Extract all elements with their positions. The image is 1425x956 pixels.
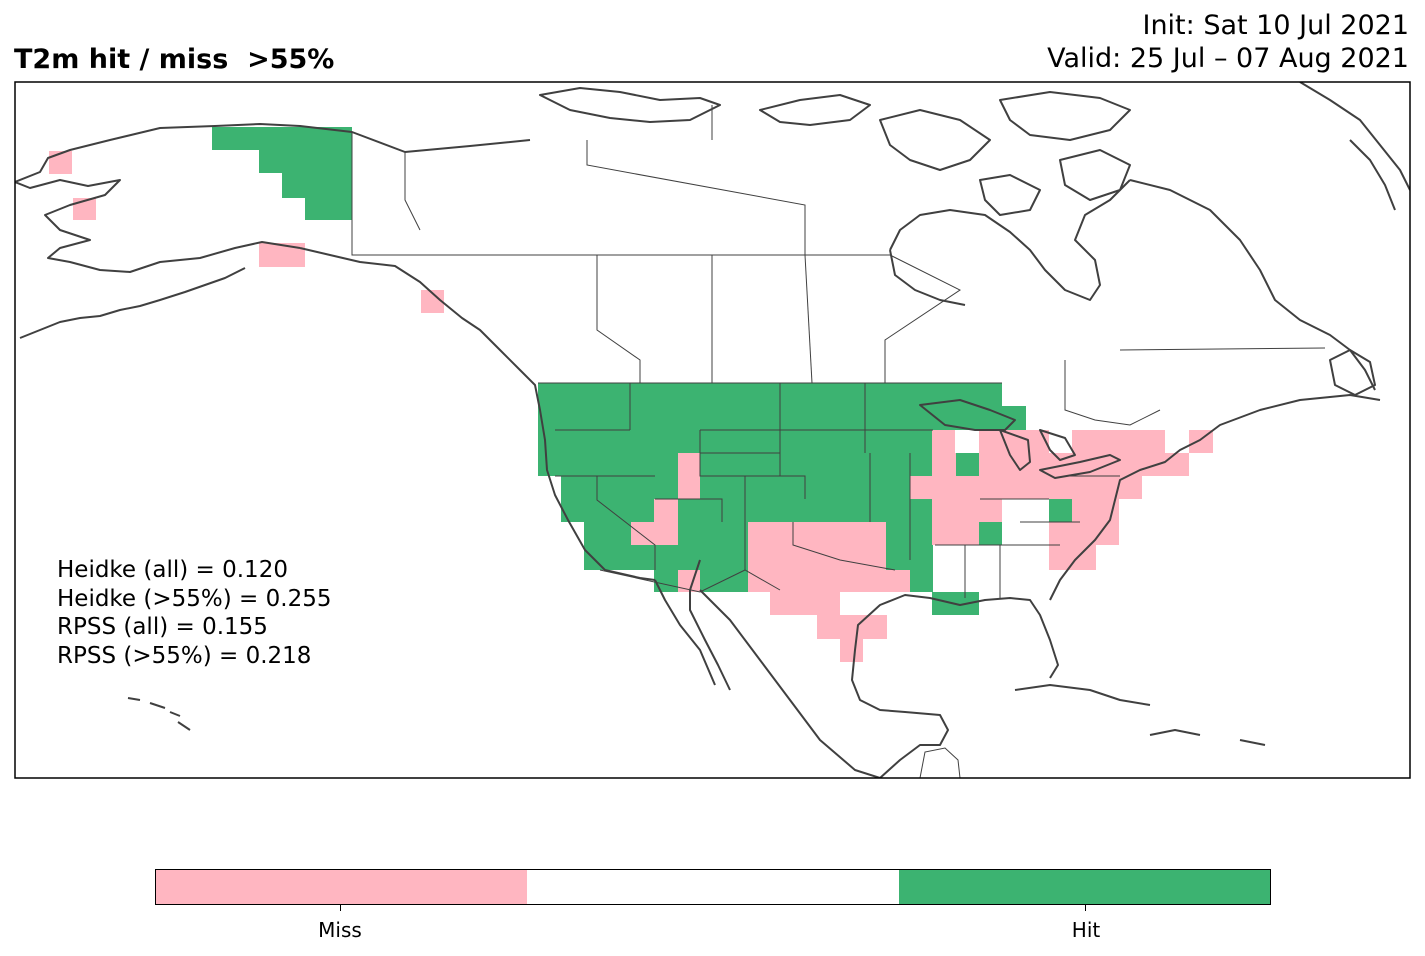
central-america-borders (919, 747, 961, 778)
map-frame (14, 81, 1411, 779)
hit-cell (584, 545, 654, 570)
miss-cell (1072, 430, 1165, 453)
hit-cell (305, 198, 352, 220)
miss-cell (259, 243, 305, 267)
hit-cell (678, 499, 933, 522)
miss-cell (421, 290, 444, 313)
miss-cell (817, 615, 887, 639)
init-date: Init: Sat 10 Jul 2021 (1142, 10, 1409, 41)
score-panel: Heidke (all) = 0.120 Heidke (>55%) = 0.2… (57, 556, 331, 670)
hit-cell (979, 522, 1002, 545)
miss-cell (748, 570, 910, 592)
heidke-threshold-score: Heidke (>55%) = 0.255 (57, 585, 332, 612)
miss-cell (910, 476, 957, 499)
miss-cell (956, 476, 1142, 499)
hit-cell (654, 545, 748, 570)
hit-cell (561, 476, 678, 499)
hit-cell (654, 570, 678, 592)
miss-cell (1049, 522, 1119, 545)
hit-cell (956, 453, 979, 476)
hit-cell (212, 127, 352, 150)
miss-cell (932, 522, 979, 545)
hit-cell (259, 150, 352, 173)
colorbar-hit-label: Hit (1071, 918, 1101, 942)
hit-cell (561, 499, 654, 522)
miss-cell (979, 453, 1189, 476)
hit-cell (700, 453, 933, 476)
miss-cell (631, 522, 678, 545)
colorbar-neutral-segment (527, 870, 899, 904)
miss-cell (932, 499, 1002, 522)
coastlines (15, 82, 1410, 778)
valid-period: Valid: 25 Jul – 07 Aug 2021 (1047, 43, 1409, 74)
miss-cell (678, 453, 700, 499)
miss-cell (49, 151, 72, 174)
miss-cell (748, 522, 886, 545)
hit-cell (1049, 499, 1072, 522)
political-borders (351, 105, 1326, 598)
hit-cell (538, 453, 678, 476)
hit-cell (584, 522, 631, 545)
miss-cell (678, 570, 700, 592)
heidke-all-score: Heidke (all) = 0.120 (57, 557, 288, 583)
hit-cell (538, 383, 1002, 406)
hit-cell (678, 522, 748, 545)
colorbar (155, 869, 1271, 905)
colorbar-hit-tick (1085, 905, 1086, 911)
hit-cell (538, 430, 933, 453)
miss-cell (979, 430, 1049, 453)
figure-title: T2m hit / miss >55% (14, 44, 335, 75)
miss-cell (932, 430, 955, 453)
verification-cells (49, 127, 1213, 662)
miss-cell (1049, 545, 1096, 570)
rpss-threshold-score: RPSS (>55%) = 0.218 (57, 642, 312, 669)
hit-cell (538, 406, 1026, 430)
colorbar-miss-label: Miss (318, 918, 362, 942)
colorbar-miss-tick (340, 905, 341, 911)
miss-cell (654, 499, 678, 522)
colorbar-hit-segment (898, 870, 1270, 904)
miss-cell (932, 453, 956, 476)
miss-cell (770, 592, 840, 615)
rpss-all-score: RPSS (all) = 0.155 (57, 614, 268, 640)
hit-cell (910, 570, 933, 592)
colorbar-miss-segment (156, 870, 528, 904)
hit-cell (282, 173, 352, 198)
miss-cell (1072, 499, 1119, 522)
miss-cell (748, 545, 886, 570)
miss-cell (840, 639, 863, 662)
